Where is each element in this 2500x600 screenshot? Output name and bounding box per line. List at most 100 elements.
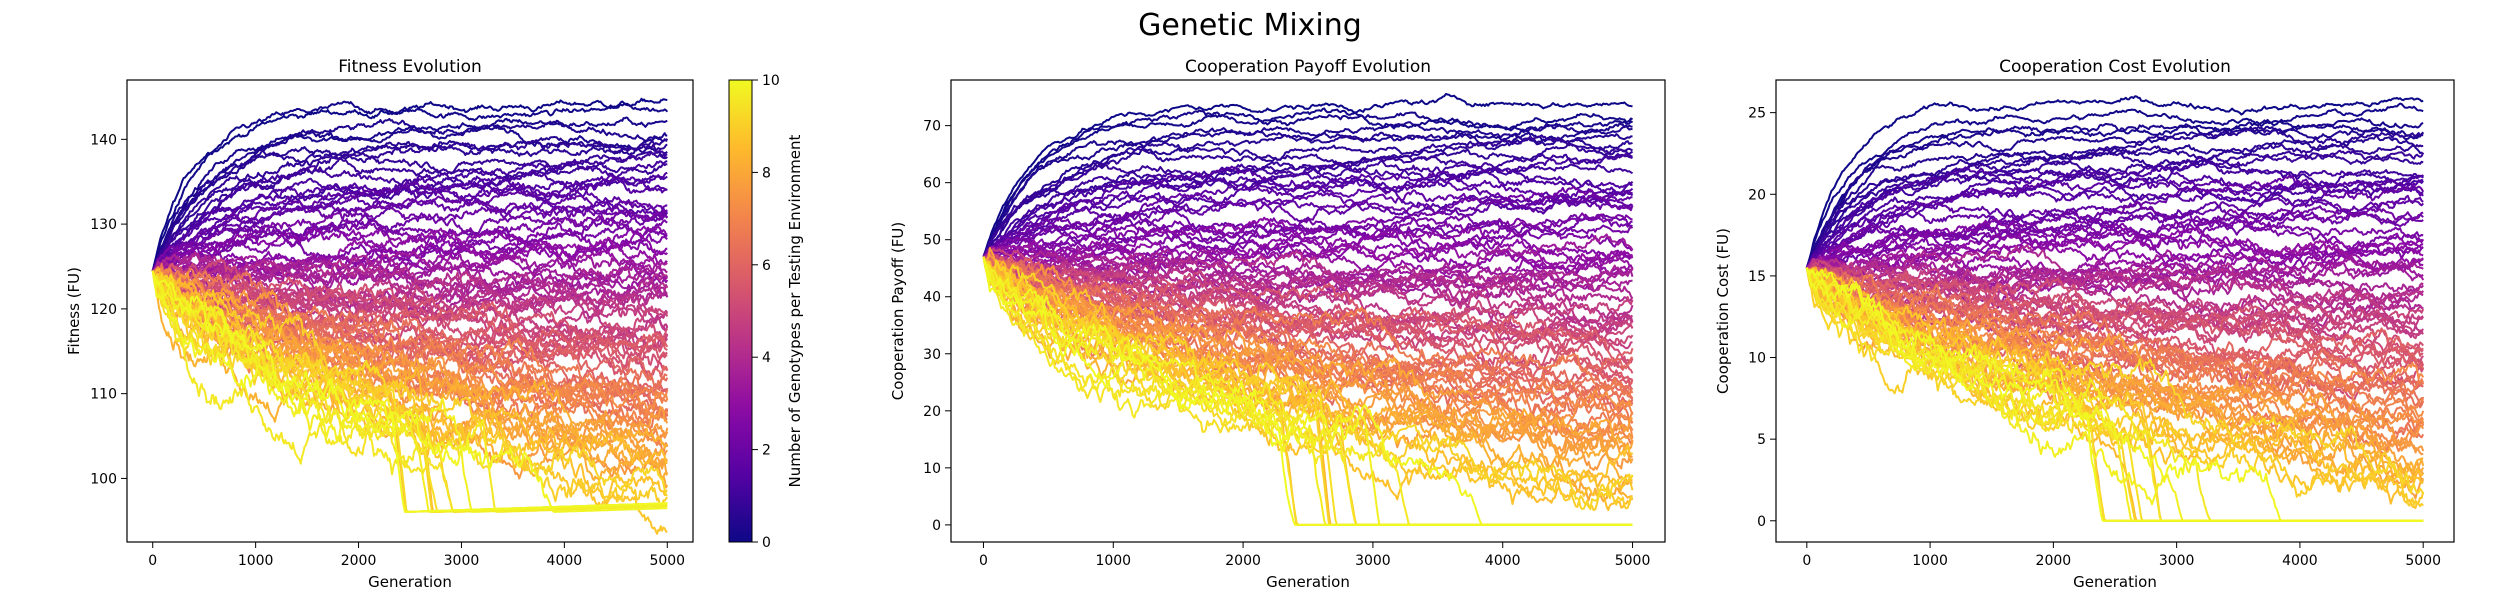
series-line <box>1805 122 2424 269</box>
series-line <box>151 100 669 271</box>
series-line <box>1806 266 2425 369</box>
series-line <box>983 238 1634 277</box>
series-line <box>982 153 1633 258</box>
y-tick-label: 120 <box>90 302 117 318</box>
colorbar: 0 2 4 6 8 10 Number of Genotypes per Testing E… <box>728 73 804 551</box>
colorbar-tick-label: 8 <box>762 165 771 181</box>
series-line <box>1805 267 2424 397</box>
series-line <box>983 236 1634 276</box>
x-tick-label: 1000 <box>238 553 274 569</box>
x-tick-label: 5000 <box>2405 553 2441 569</box>
series-line <box>1805 165 2424 269</box>
x-tick-label: 1000 <box>1912 553 1948 569</box>
y-tick-label: 5 <box>1757 432 1766 448</box>
x-tick-label: 4000 <box>547 553 583 569</box>
series-line <box>982 254 1633 329</box>
colorbar-tick-label: 6 <box>762 258 771 274</box>
series-lines <box>151 97 669 535</box>
y-tick-label: 50 <box>923 233 941 249</box>
series-line <box>1805 127 2424 269</box>
chart-panels: 0 1000 2000 3000 4000 5000100110120130140Fitn… <box>65 57 2455 591</box>
series-line <box>1806 194 2424 272</box>
y-tick-label: 0 <box>1757 514 1766 530</box>
axes-frame <box>950 79 1666 543</box>
series-line <box>983 192 1634 258</box>
x-axis-label: Generation <box>2073 573 2157 591</box>
series-line <box>1805 134 2424 269</box>
x-tick-label: 2000 <box>2036 553 2072 569</box>
y-tick-label: 25 <box>1748 106 1766 122</box>
x-tick-label: 5000 <box>1615 553 1651 569</box>
series-line <box>151 180 668 272</box>
figure-title: Genetic Mixing <box>1138 8 1362 43</box>
colorbar-gradient <box>728 79 753 543</box>
series-line <box>982 166 1633 258</box>
panel-title: Cooperation Payoff Evolution <box>1185 57 1431 77</box>
x-tick-label: 0 <box>1802 553 1811 569</box>
series-line <box>151 262 668 395</box>
series-line <box>1806 206 2424 269</box>
colorbar-tick-label: 2 <box>762 443 771 459</box>
x-tick-label: 2000 <box>341 553 377 569</box>
series-line <box>152 194 669 273</box>
y-tick-label: 40 <box>923 290 941 306</box>
series-line <box>982 143 1633 258</box>
series-line <box>1806 262 2424 316</box>
y-tick-label: 20 <box>1748 187 1766 203</box>
y-tick-label: 130 <box>90 217 117 233</box>
series-line <box>151 150 668 272</box>
y-tick-label: 10 <box>923 461 941 477</box>
series-line <box>1805 267 2424 508</box>
x-tick-label: 3000 <box>1355 553 1391 569</box>
series-line <box>1805 102 2424 269</box>
series-line <box>1805 149 2425 269</box>
series-line <box>1806 197 2424 269</box>
series-line <box>982 121 1633 258</box>
y-axis-label: Cooperation Payoff (FU) <box>889 222 907 400</box>
y-axis-label: Fitness (FU) <box>65 267 83 355</box>
series-line <box>152 227 668 285</box>
x-tick-label: 5000 <box>649 553 685 569</box>
panel-title: Fitness Evolution <box>338 57 482 77</box>
series-line <box>982 109 1634 258</box>
series-line <box>1806 178 2424 269</box>
series-line <box>1805 95 2424 268</box>
series-line <box>982 221 1633 258</box>
series-line <box>982 256 1633 526</box>
series-line <box>982 254 1634 372</box>
series-line <box>152 225 668 272</box>
x-axis-label: Generation <box>1266 573 1350 591</box>
y-tick-label: 100 <box>90 471 117 487</box>
series-line <box>1805 267 2424 522</box>
chart-panel-2: 0 1000 2000 3000 4000 5000 0 10 20 30 40 50 60 70 Coop… <box>889 57 1666 591</box>
x-tick-label: 4000 <box>2282 553 2318 569</box>
x-tick-label: 0 <box>148 553 157 569</box>
y-tick-label: 60 <box>923 176 941 192</box>
series-line <box>1805 143 2424 269</box>
series-line <box>151 270 668 513</box>
axes-frame <box>1775 79 2455 543</box>
series-line <box>151 138 669 272</box>
series-line <box>151 160 668 272</box>
series-line <box>151 118 668 272</box>
series-line <box>983 248 1634 298</box>
x-tick-label: 3000 <box>2159 553 2195 569</box>
chart-panel-1: 0 1000 2000 3000 4000 5000100110120130140Fitn… <box>65 57 804 591</box>
series-line <box>982 256 1633 499</box>
y-tick-label: 20 <box>923 404 941 420</box>
series-line <box>151 139 668 272</box>
series-line <box>152 211 668 272</box>
x-tick-label: 4000 <box>1485 553 1521 569</box>
series-line <box>1805 267 2425 407</box>
series-line <box>1806 266 2424 329</box>
series-line <box>151 270 669 489</box>
series-line <box>1805 117 2424 269</box>
colorbar-tick-label: 10 <box>762 73 780 89</box>
series-line <box>151 97 668 271</box>
series-line <box>1805 156 2424 269</box>
series-line <box>151 270 668 513</box>
series-line <box>151 195 668 272</box>
series-line <box>1806 262 2424 363</box>
y-tick-label: 110 <box>90 387 117 403</box>
series-line <box>983 247 1634 293</box>
